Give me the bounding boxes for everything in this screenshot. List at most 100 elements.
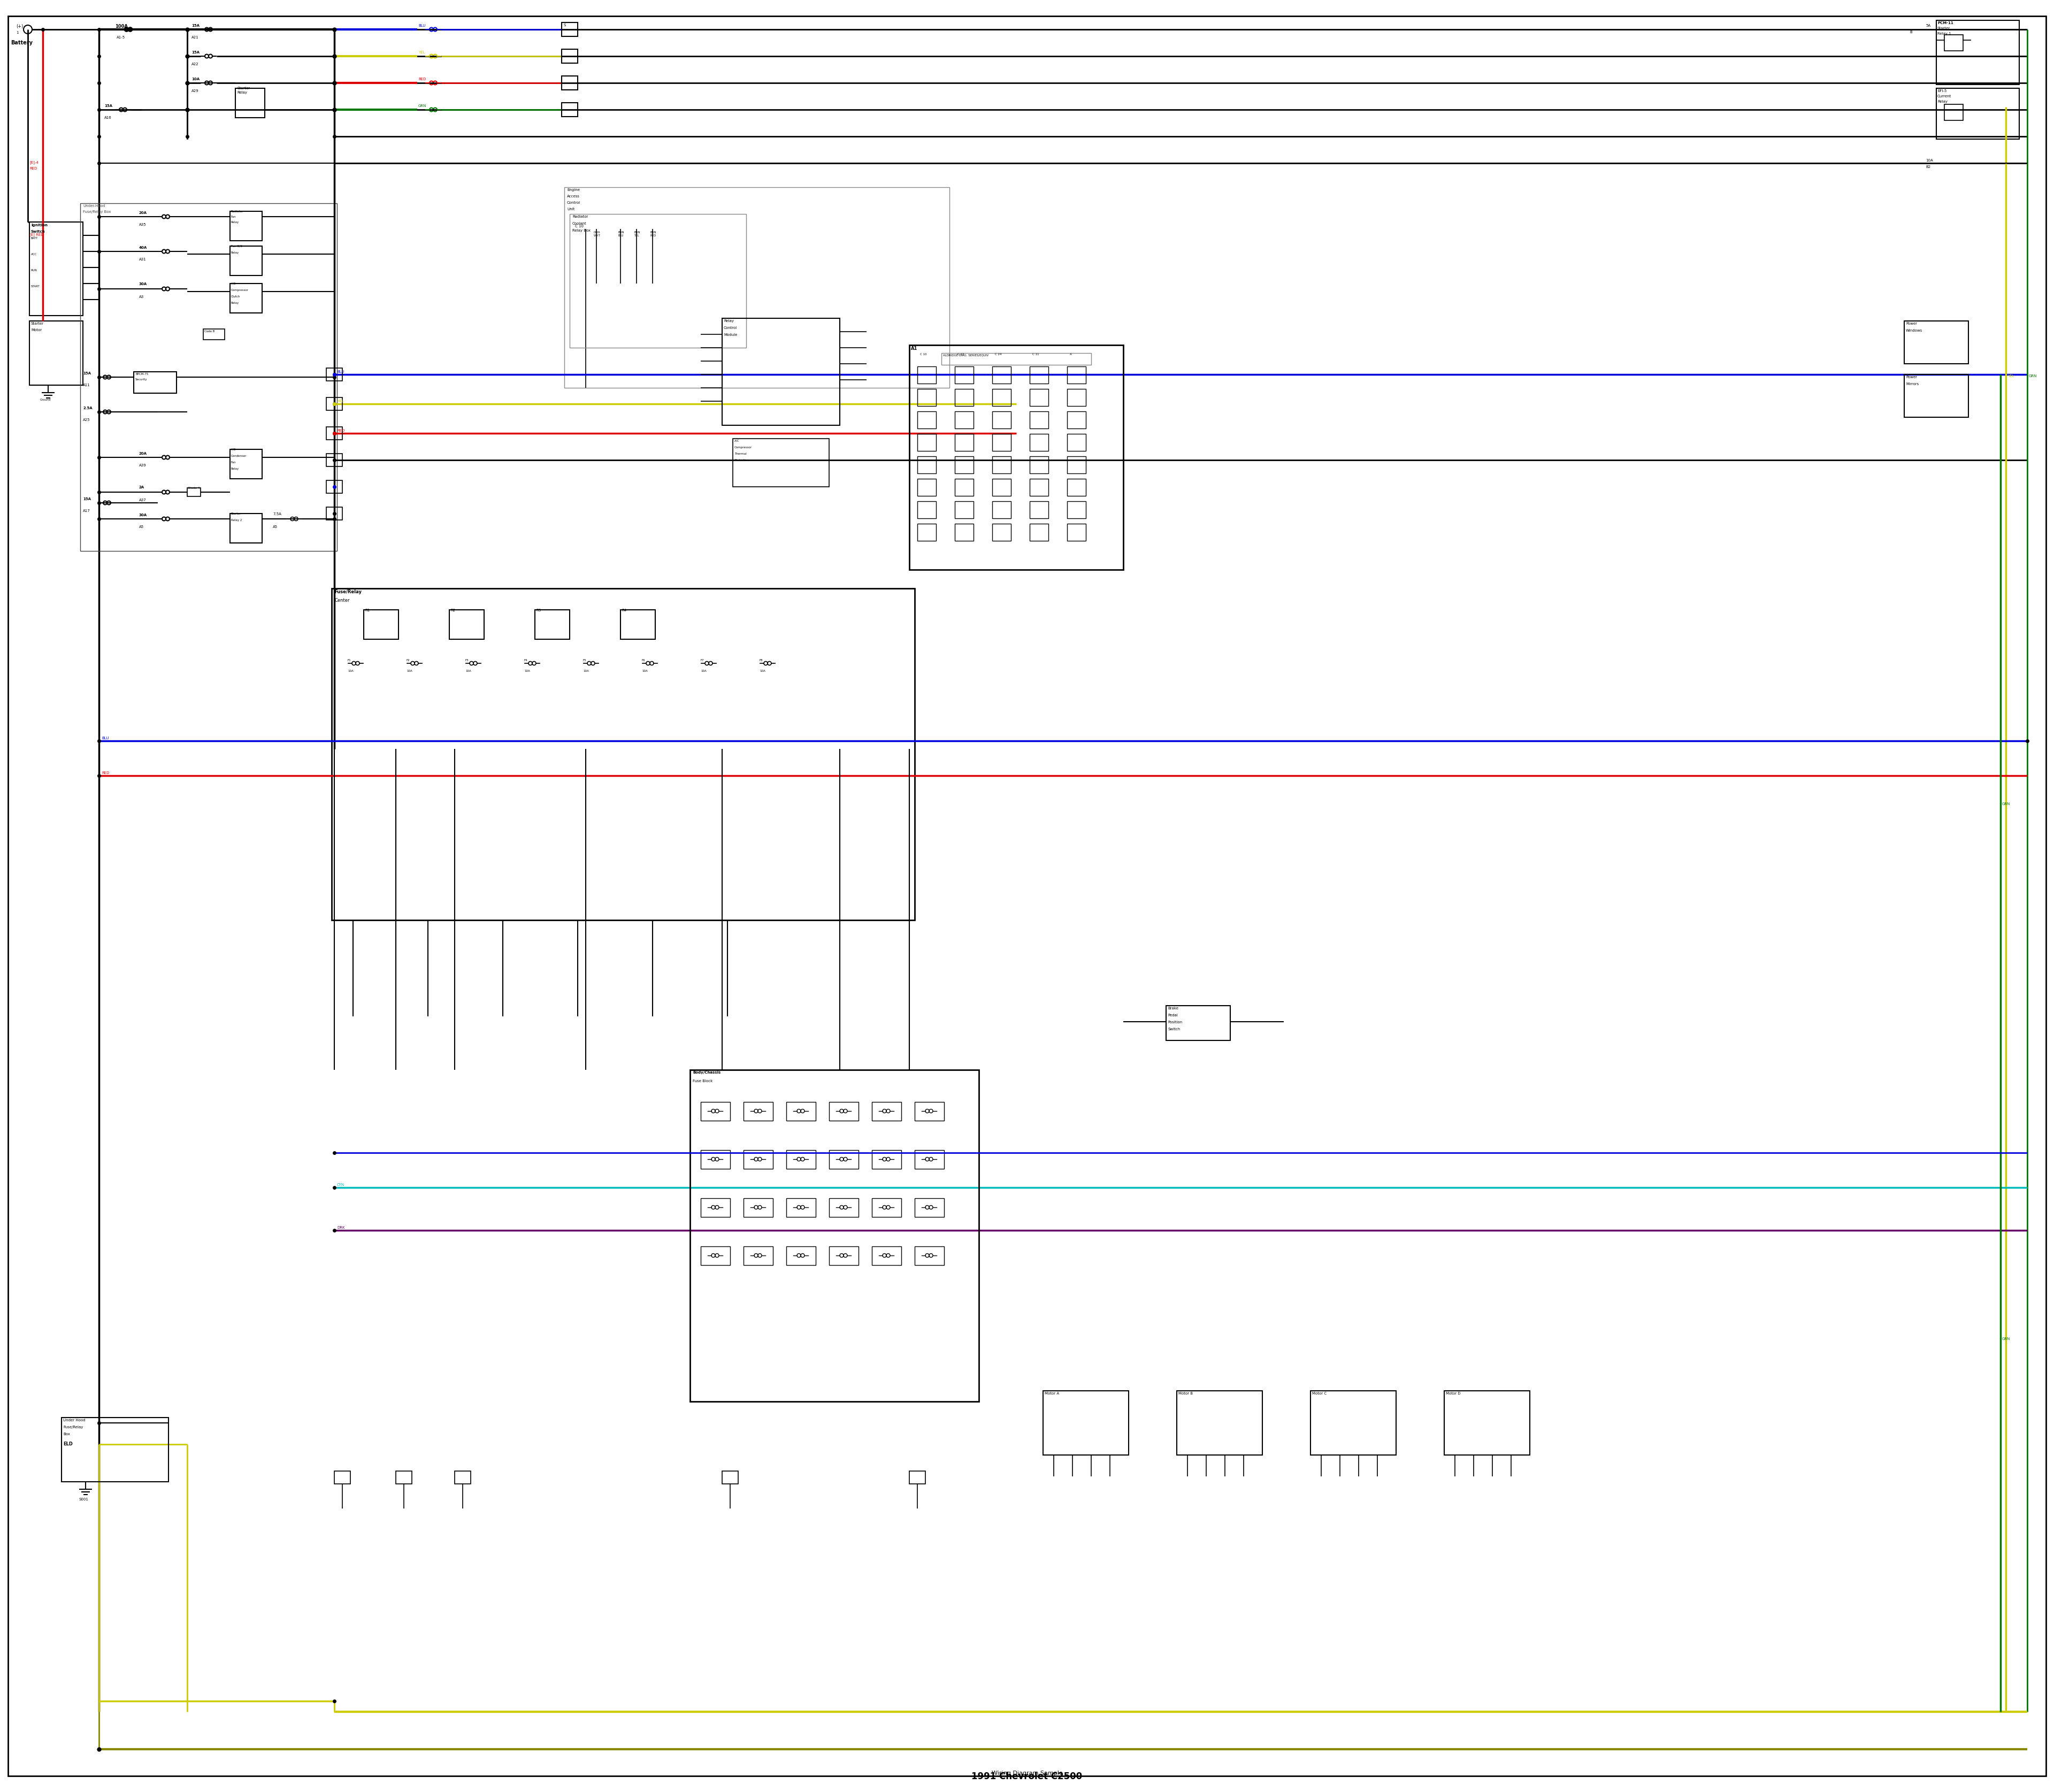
Text: 10A: 10A	[583, 670, 589, 672]
Text: YEL: YEL	[419, 50, 425, 54]
Text: Starter: Starter	[1937, 27, 1951, 30]
Text: Fuse/Relay: Fuse/Relay	[335, 590, 362, 595]
Text: Engine: Engine	[567, 188, 579, 192]
Text: R2: R2	[450, 609, 456, 611]
Text: Relay Box: Relay Box	[573, 229, 592, 233]
Text: Relay: Relay	[723, 319, 733, 323]
Text: Starter: Starter	[236, 86, 251, 90]
Text: Motor C: Motor C	[1313, 1392, 1327, 1396]
Bar	[1068, 502, 1087, 518]
Bar	[450, 609, 485, 640]
Text: Motor A: Motor A	[1045, 1392, 1060, 1396]
Bar	[561, 23, 577, 36]
Bar	[1904, 321, 1968, 364]
Text: F1: F1	[347, 659, 351, 661]
Text: Radiator: Radiator	[230, 210, 244, 213]
Text: 15A: 15A	[82, 371, 90, 375]
Text: Fan: Fan	[230, 461, 236, 464]
Bar	[700, 1150, 729, 1168]
Text: A11: A11	[82, 383, 90, 387]
Text: S001: S001	[80, 1498, 88, 1502]
Bar	[830, 1102, 859, 1120]
Text: CYN: CYN	[337, 1183, 345, 1186]
Text: Pedal: Pedal	[1167, 1014, 1177, 1016]
Text: Unit: Unit	[567, 208, 575, 211]
Bar	[700, 1102, 729, 1120]
Bar	[941, 353, 1091, 366]
Text: 10A: 10A	[700, 670, 707, 672]
Text: RED: RED	[101, 771, 109, 774]
Bar	[1068, 434, 1087, 452]
Bar	[134, 371, 177, 392]
Text: 15A: 15A	[105, 104, 113, 108]
Text: Position: Position	[1167, 1021, 1183, 1023]
Bar	[1444, 1391, 1530, 1455]
Text: EFI-5: EFI-5	[1937, 90, 1947, 93]
Text: Starter: Starter	[31, 323, 43, 324]
Bar	[955, 366, 974, 383]
Text: (+): (+)	[16, 23, 23, 29]
Text: PCM-11: PCM-11	[1937, 22, 1953, 25]
Bar	[327, 453, 343, 466]
Text: Current: Current	[1937, 95, 1951, 99]
Bar	[80, 202, 337, 550]
Text: F8: F8	[760, 659, 764, 661]
Text: YEL: YEL	[2007, 375, 2015, 378]
Text: Ignition: Ignition	[31, 224, 47, 228]
Bar	[236, 88, 265, 118]
Bar	[203, 330, 224, 340]
Text: Box: Box	[64, 1432, 70, 1435]
Bar	[29, 222, 82, 315]
Text: BRN
BLU: BRN BLU	[618, 231, 624, 237]
Bar	[918, 366, 937, 383]
Text: F2: F2	[407, 659, 411, 661]
Bar	[1068, 389, 1087, 407]
Bar	[1177, 1391, 1263, 1455]
Text: BPCM-75: BPCM-75	[136, 373, 148, 376]
Bar	[955, 457, 974, 473]
Text: A31: A31	[140, 258, 146, 262]
Text: ELD: ELD	[64, 1441, 72, 1446]
Bar	[914, 1150, 945, 1168]
Bar	[1029, 502, 1048, 518]
Bar	[914, 1199, 945, 1217]
Text: Module: Module	[723, 333, 737, 337]
Bar	[327, 367, 343, 382]
Text: F3: F3	[466, 659, 468, 661]
Text: GRN: GRN	[419, 104, 427, 108]
Text: A5: A5	[140, 525, 144, 529]
Text: BLU: BLU	[337, 371, 345, 373]
Bar	[569, 213, 746, 348]
Bar	[565, 186, 949, 387]
Bar	[744, 1102, 772, 1120]
Text: Switch: Switch	[1167, 1027, 1181, 1030]
Bar	[918, 389, 937, 407]
Bar	[992, 502, 1011, 518]
Text: Power: Power	[1906, 376, 1916, 378]
Bar	[561, 102, 577, 116]
Bar	[1068, 457, 1087, 473]
Bar	[1029, 457, 1048, 473]
Text: 10A: 10A	[466, 670, 470, 672]
Bar	[1029, 366, 1048, 383]
Bar	[1937, 88, 2019, 140]
Bar	[230, 514, 263, 543]
Text: 40A: 40A	[140, 246, 148, 249]
Text: ORN
WHT: ORN WHT	[594, 231, 600, 237]
Text: YEL: YEL	[337, 400, 343, 403]
Bar	[910, 346, 1124, 570]
Text: A16: A16	[105, 116, 111, 120]
Bar	[454, 1471, 470, 1484]
Text: A5: A5	[273, 525, 277, 529]
Bar	[331, 588, 914, 919]
Bar	[1904, 375, 1968, 418]
Bar	[561, 48, 577, 63]
Text: C 10: C 10	[920, 353, 926, 357]
Bar	[1167, 1005, 1230, 1041]
Text: RED: RED	[419, 77, 425, 81]
Text: Ground: Ground	[41, 398, 51, 401]
Text: Relay: Relay	[230, 301, 238, 305]
Bar	[918, 523, 937, 541]
Text: 5A: 5A	[1927, 23, 1931, 27]
Text: Relay 2: Relay 2	[230, 520, 242, 521]
